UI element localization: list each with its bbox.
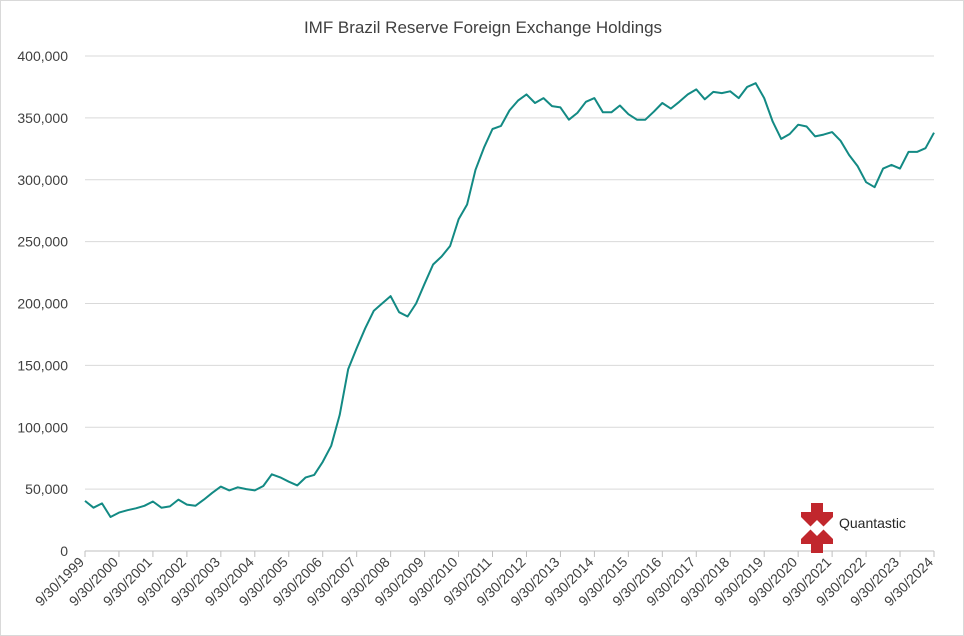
y-axis-tick-labels: 0 50,000 100,000 150,000 200,000 250,000 300,0… [17, 48, 68, 559]
x-axis: 9/30/19999/30/20009/30/20019/30/20029/30… [32, 550, 936, 609]
y-tick-label: 400,000 [17, 48, 68, 64]
y-tick-label: 50,000 [25, 481, 68, 497]
logo-mark-icon [801, 503, 833, 553]
y-tick-label: 100,000 [17, 419, 68, 435]
gridlines [85, 55, 934, 490]
logo-text: Quantastic [839, 515, 906, 531]
series-layer [84, 82, 935, 518]
chart-title: IMF Brazil Reserve Foreign Exchange Hold… [304, 18, 662, 37]
y-tick-label: 300,000 [17, 172, 68, 188]
y-tick-label: 150,000 [17, 357, 68, 373]
y-tick-label: 250,000 [17, 234, 68, 250]
y-tick-label: 0 [60, 543, 68, 559]
y-tick-label: 200,000 [17, 296, 68, 312]
series-line [84, 82, 935, 518]
y-tick-label: 350,000 [17, 110, 68, 126]
quantastic-logo [801, 503, 833, 553]
